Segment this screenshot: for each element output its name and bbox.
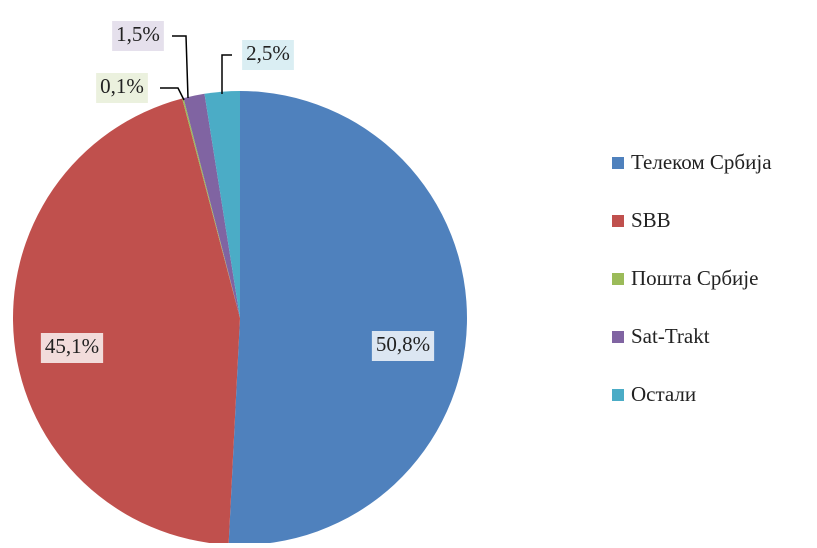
legend-label: SBB (631, 208, 671, 232)
legend-label: Телеком Србија (631, 150, 772, 174)
data-label: 0,1% (100, 74, 144, 98)
legend-label: Пошта Србије (631, 266, 758, 290)
legend-swatch (612, 389, 624, 401)
pie-slice (182, 98, 240, 318)
legend-label: Sat-Trakt (631, 324, 710, 348)
data-label-box (96, 73, 148, 103)
pie-slice (204, 91, 240, 318)
leader-line (172, 35, 189, 99)
data-label: 50,8% (376, 332, 430, 356)
pie-slice (228, 91, 467, 545)
pie-slice (183, 93, 240, 319)
leader-line (221, 54, 232, 94)
legend-swatch (612, 273, 624, 285)
data-label-box (242, 40, 294, 70)
leader-line (160, 87, 185, 101)
legend-swatch (612, 157, 624, 169)
legend-label: Остали (631, 382, 696, 406)
legend-swatch (612, 215, 624, 227)
data-label-box (371, 331, 435, 361)
data-label-box (112, 21, 164, 51)
pie-slice (12, 98, 240, 545)
legend-swatch (612, 331, 624, 343)
data-label: 45,1% (45, 334, 99, 358)
data-label: 1,5% (116, 22, 160, 46)
data-label: 2,5% (246, 41, 290, 65)
data-label-box (40, 333, 104, 363)
